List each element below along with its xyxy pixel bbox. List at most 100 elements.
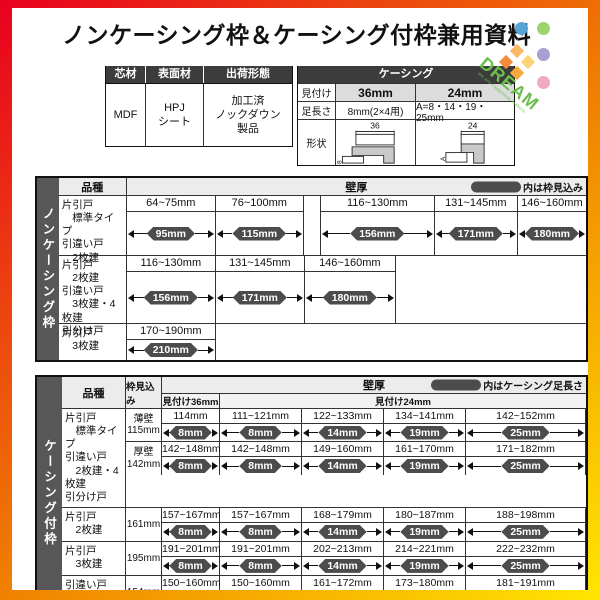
- leg-length-indicator: 19mm: [385, 459, 465, 473]
- wall-range: 191~201mm: [220, 542, 301, 557]
- wall-header-label: 壁厚: [363, 380, 385, 392]
- wall-range-cell: 150~160mm8mm: [162, 575, 221, 590]
- leg-length-indicator: 25mm: [467, 525, 585, 539]
- leg-length-indicator: 19mm: [385, 426, 465, 440]
- door-type-label: 片引戸 2枚建: [62, 507, 126, 541]
- wall-header-label: 壁厚: [345, 181, 368, 194]
- legend: 内は枠見込み: [471, 179, 583, 194]
- wall-range-cell: 157~167mm 8mm: [162, 507, 221, 541]
- empty-cell: [396, 256, 586, 323]
- leg-length-pill: 25mm: [501, 525, 549, 539]
- wall-range-cell: 64~75mm 95mm: [126, 196, 216, 255]
- mitsuke-24-value: 24mm: [416, 84, 514, 101]
- wall-range-cell: 214~221mm 19mm: [384, 541, 466, 575]
- material-spec-table: 芯材 表面材 出荷形態 MDF HPJ シート 加工済 ノックダウン 製品: [105, 66, 293, 147]
- wall-range-cell: 171~182mm 25mm: [466, 442, 586, 475]
- frame-depth-indicator: 115mm: [216, 227, 302, 241]
- logo-dot-purple: [537, 48, 550, 61]
- leg-length-pill: 8mm: [169, 459, 212, 473]
- surface-material-value: HPJ シート: [146, 84, 204, 146]
- wall-range-cell: 131~145mm 171mm: [434, 196, 518, 255]
- empty-cell: [216, 324, 586, 360]
- frame-depth-pill: 156mm: [144, 291, 198, 305]
- leg-length-indicator: 8mm: [221, 459, 301, 473]
- wall-range: 116~130mm: [320, 196, 434, 212]
- wall-range-cell: 146~160mm 180mm: [304, 256, 396, 323]
- door-type-label: 引違い戸 3枚建: [62, 575, 126, 590]
- table2-main: 品種 枠見込み 壁厚 内はケーシング足長さ 見付け36mm 見付け24mm: [62, 377, 586, 590]
- wall-range: 157~167mm: [220, 508, 301, 523]
- frame-depth-pill: 180mm: [525, 227, 579, 241]
- frame-depth-pill: 115mm: [232, 227, 286, 241]
- table-row: 片引戸 2枚建 161mm 157~167mm 8mm 157~167mm 8mm …: [62, 507, 586, 542]
- legend-pill-icon: [471, 181, 521, 192]
- table-row: 片引戸 3枚建 195mm 191~201mm 8mm 191~201mm 8mm …: [62, 541, 586, 576]
- wall-range-cell: 146~160mm 180mm: [517, 196, 586, 255]
- door-type-label: 片引戸 2枚建 引違い戸 3枚建・4枚建 引分け戸: [59, 256, 127, 337]
- logo-dot-blue: [515, 22, 528, 35]
- logo-diamond-icon: [520, 54, 536, 70]
- wall-thickness-header: 壁厚 内はケーシング足長さ: [162, 377, 586, 394]
- leg-length-indicator: 8mm: [163, 559, 219, 573]
- wall-range: 173~180mm: [384, 576, 465, 590]
- wall-range-cell: 161~170mm 19mm: [384, 442, 466, 475]
- svg-text:36: 36: [370, 121, 380, 131]
- wall-range-cell: 188~198mm 25mm: [466, 507, 586, 541]
- page-title: ノンケーシング枠＆ケーシング付枠兼用資料: [62, 22, 532, 48]
- table-row: 片引戸 標準タイプ 引違い戸 2枚建 64~75mm 95mm 76~100mm…: [58, 196, 586, 264]
- wall-range: 142~148mm: [220, 442, 301, 457]
- leg-length-pill: 8mm: [239, 525, 282, 539]
- leg-length-pill: 19mm: [400, 426, 448, 440]
- sub-row: 154mm 150~160mm8mm 150~160mm8mm 161~172m…: [126, 575, 586, 590]
- frame-depth-indicator: 171mm: [216, 291, 303, 305]
- leg-length-indicator: 25mm: [467, 559, 585, 573]
- svg-text:8: 8: [337, 160, 344, 164]
- table2-header: 品種 枠見込み 壁厚 内はケーシング足長さ 見付け36mm 見付け24mm: [62, 377, 586, 409]
- leg-length-indicator: 8mm: [163, 426, 219, 440]
- frame-depth-header: 枠見込み: [126, 377, 162, 408]
- wall-range-cell: 181~191mm25mm: [466, 575, 586, 590]
- leg-length-24-value: A=8・14・19・25mm: [416, 101, 487, 124]
- wall-range-cell: 111~121mm 8mm: [220, 409, 302, 441]
- wall-range-cell: 202~213mm 14mm: [302, 541, 384, 575]
- frame-depth-pill: 95mm: [147, 227, 195, 241]
- wall-range: 170~190mm: [126, 324, 215, 340]
- side-strip-noncasing: ノンケーシング枠: [37, 178, 59, 360]
- wall-range-cell: 114mm 8mm: [162, 409, 220, 441]
- leg-length-indicator: 25mm: [467, 459, 585, 473]
- wall-range-cell: 131~145mm 171mm: [215, 256, 305, 323]
- leg-length-pill: 25mm: [501, 459, 549, 473]
- wall-range-cell: 191~201mm 8mm: [220, 541, 302, 575]
- spec-sheet-page: ノンケーシング枠＆ケーシング付枠兼用資料 DREAM we are happin…: [12, 8, 588, 590]
- wall-range: 64~75mm: [126, 196, 215, 212]
- leg-length-pill: 8mm: [239, 559, 282, 573]
- wall-range-cell: 142~152mm 25mm: [466, 409, 586, 441]
- frame-depth-value: 161mm: [126, 507, 162, 541]
- logo-dot-pink: [537, 76, 550, 89]
- wall-range: 134~141mm: [384, 409, 465, 424]
- wall-range-cell: 157~167mm 8mm: [220, 507, 302, 541]
- frame-depth-pill: 210mm: [144, 343, 198, 357]
- wall-range: 168~179mm: [302, 508, 383, 523]
- leg-length-indicator: 14mm: [303, 426, 383, 440]
- leg-length-pill: 14mm: [318, 525, 366, 539]
- legend: 内はケーシング足長さ: [431, 378, 583, 393]
- wall-range: 111~121mm: [220, 409, 301, 424]
- subheader-36: 見付け36mm: [162, 394, 220, 408]
- logo-dot-green: [537, 22, 550, 35]
- wall-range: 171~182mm: [466, 442, 585, 457]
- table-row: 引違い戸 3枚建 154mm 150~160mm8mm 150~160mm8mm…: [62, 575, 586, 590]
- leg-length-pill: 8mm: [239, 426, 282, 440]
- door-type-label: 片引戸 3枚建: [59, 324, 127, 360]
- door-type-label: 片引戸 標準タイプ 引違い戸 2枚建: [59, 196, 127, 264]
- frame-depth-indicator: 180mm: [305, 291, 394, 305]
- leg-length-pill: 25mm: [501, 559, 549, 573]
- frame-depth-pill: 180mm: [323, 291, 377, 305]
- leg-length-pill: 8mm: [239, 459, 282, 473]
- leg-length-pill: 8mm: [169, 559, 212, 573]
- legend-text: 内は枠見込み: [523, 183, 583, 194]
- wall-range: 116~130mm: [126, 256, 215, 272]
- frame-depth-pill: 156mm: [350, 227, 404, 241]
- leg-length-36-value: 8mm(2×4用): [336, 102, 416, 119]
